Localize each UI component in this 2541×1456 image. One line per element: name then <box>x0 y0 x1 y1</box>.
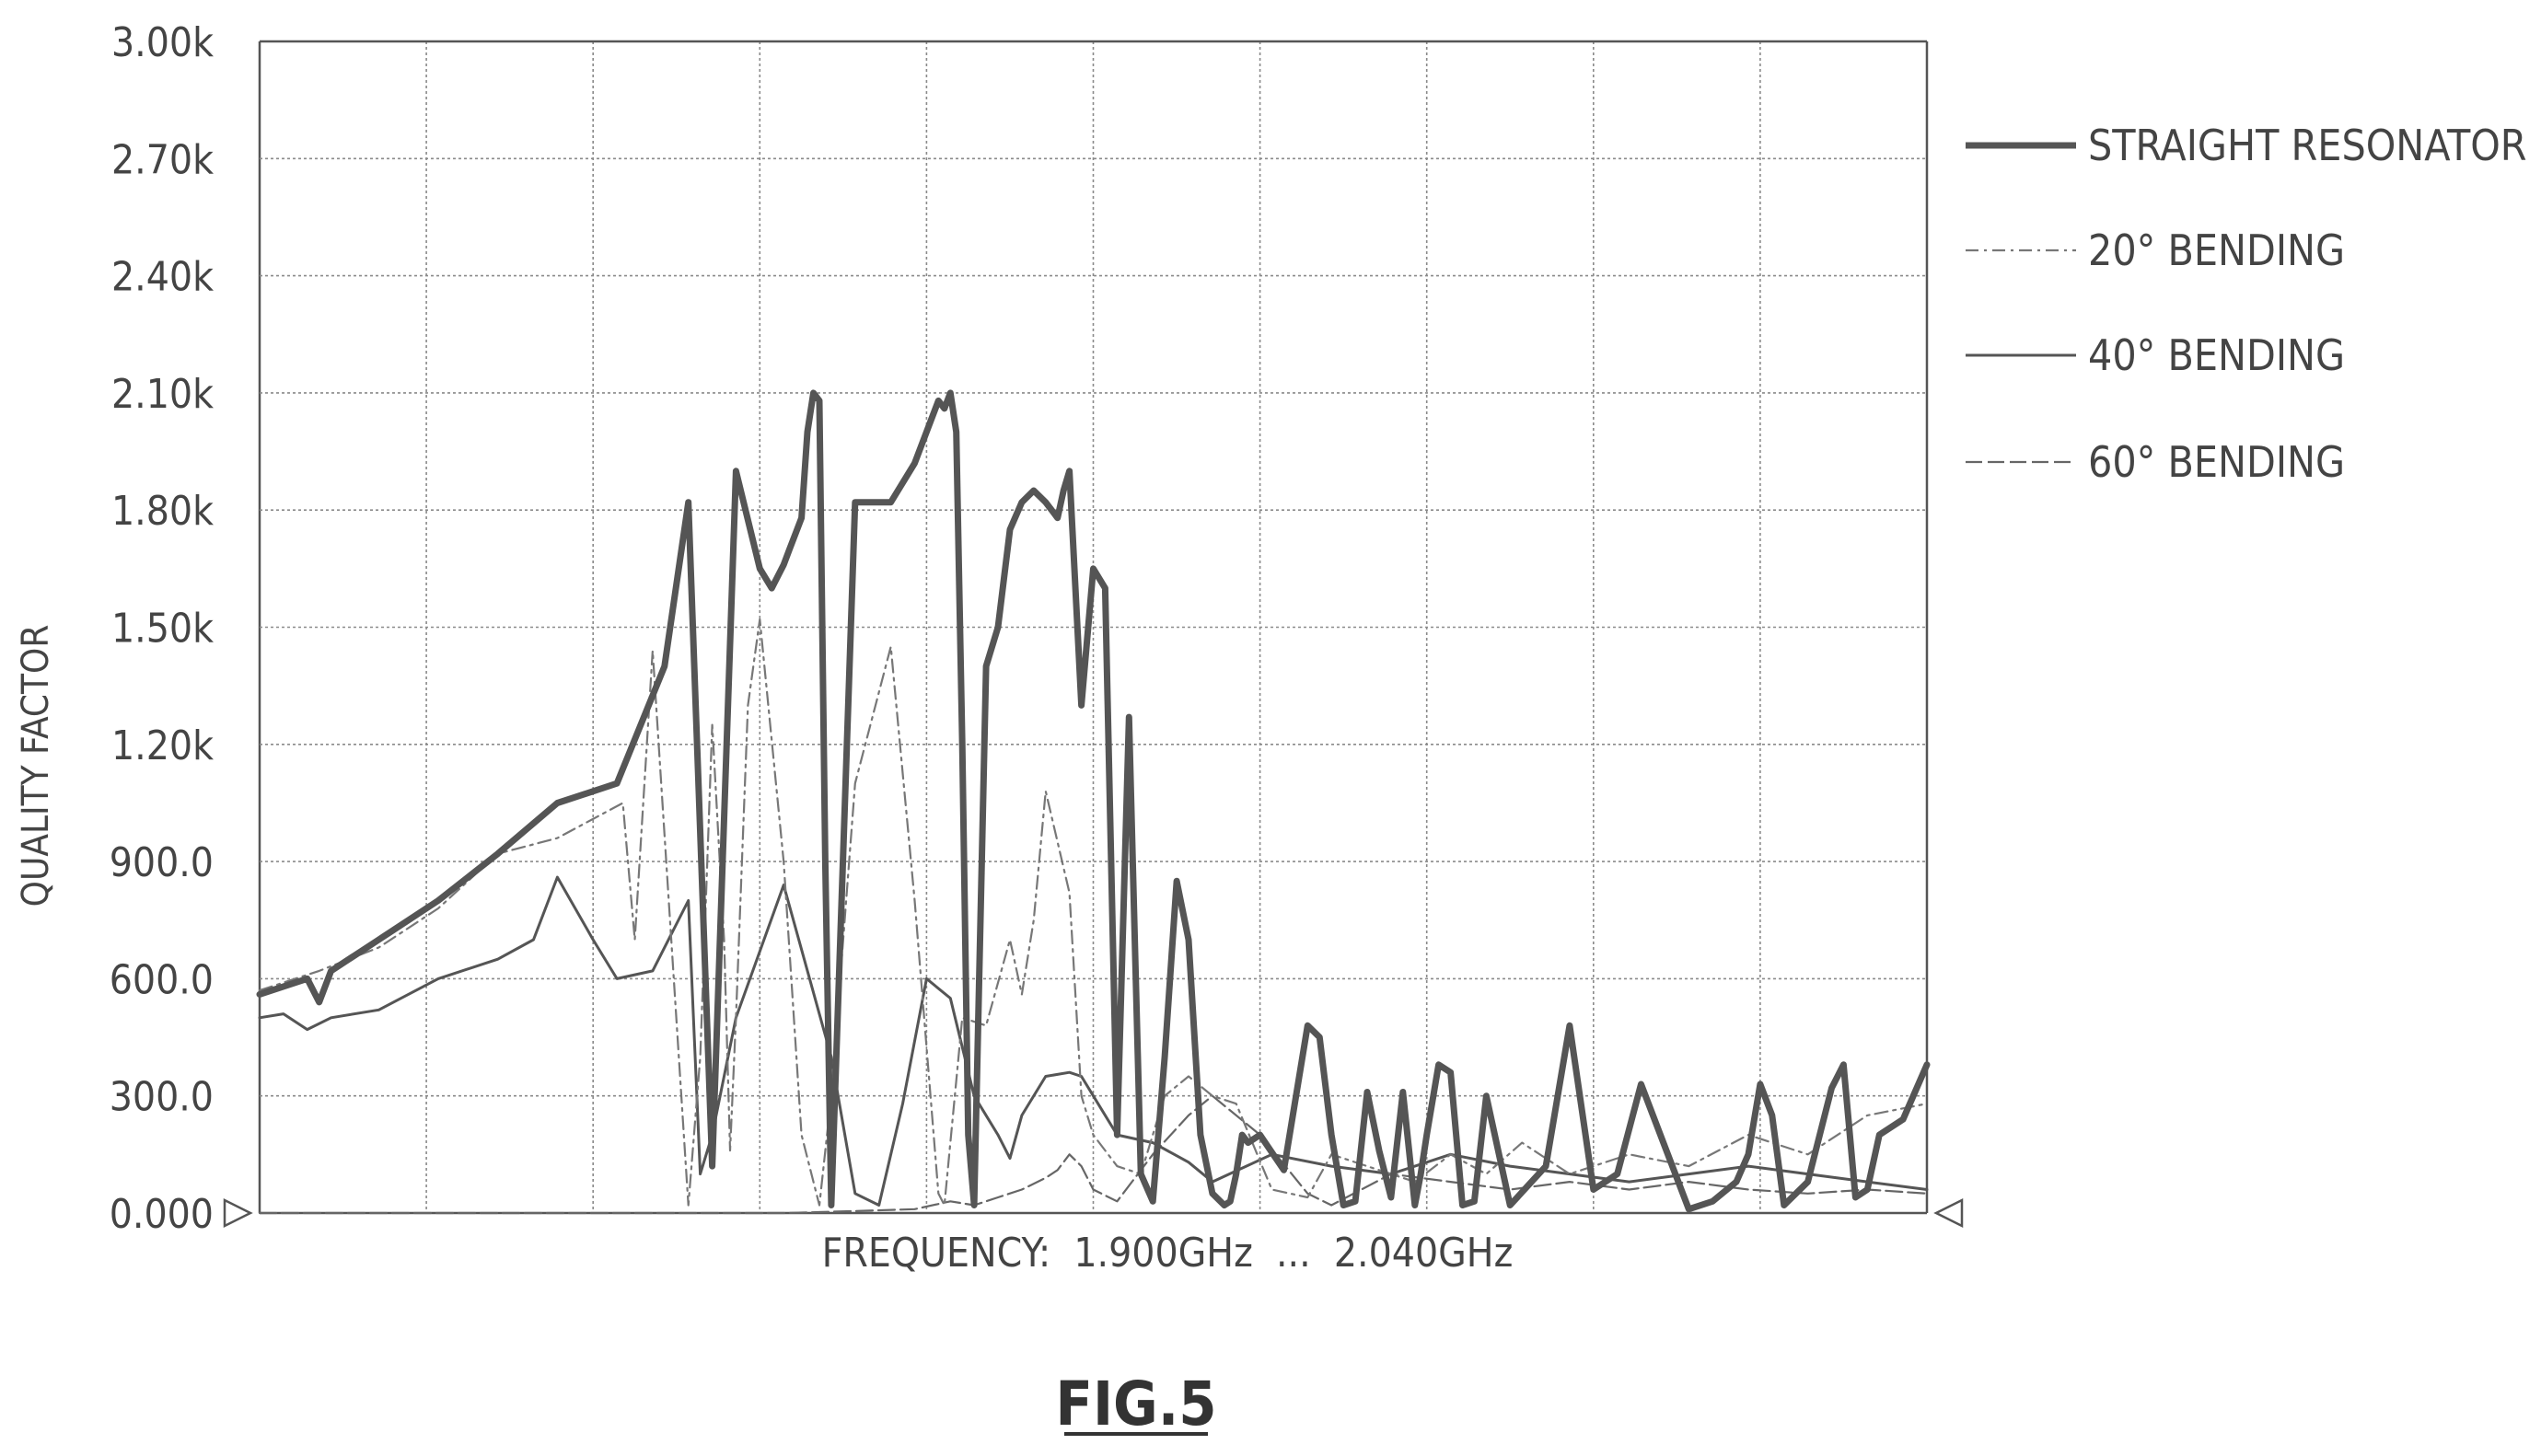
legend-label: 60° BENDING <box>2088 437 2345 487</box>
y-tick-label: 300.0 <box>110 1074 214 1121</box>
y-tick-label: 2.10k <box>111 371 214 418</box>
y-tick-label: 0.000 <box>110 1191 214 1238</box>
y-tick-label: 2.40k <box>111 254 214 301</box>
plot-grid <box>258 40 1929 1215</box>
right-axis-marker-icon <box>1933 1197 1964 1229</box>
series-layer <box>256 389 1931 1215</box>
x-axis-label: FREQUENCY: 1.900GHz ... 2.040GHz <box>822 1230 1514 1277</box>
legend-label: STRAIGHT RESONATOR <box>2088 121 2527 170</box>
y-tick-label: 1.50k <box>111 606 214 653</box>
y-tick-label: 900.0 <box>110 839 214 886</box>
series-line-1 <box>256 389 1931 1213</box>
legend-label: 20° BENDING <box>2088 225 2345 275</box>
y-axis-label: QUALITY FACTOR <box>15 625 57 907</box>
y-tick-label: 1.80k <box>111 488 214 535</box>
left-axis-marker-icon <box>223 1197 253 1229</box>
y-tick-label: 1.20k <box>111 722 214 769</box>
y-tick-label: 3.00k <box>111 19 214 66</box>
axis-markers <box>223 1197 1964 1229</box>
legend-label: 40° BENDING <box>2088 330 2345 380</box>
figure-caption: FIG.5 <box>1055 1369 1216 1439</box>
legend: STRAIGHT RESONATOR 20° BENDING 40° BENDING… <box>1966 121 2527 487</box>
series-line-2 <box>258 618 1929 1207</box>
y-tick-label: 600.0 <box>110 956 214 1003</box>
y-tick-labels: 0.000 300.0 600.0 900.0 1.20k 1.50k 1.80k 2.10k… <box>110 19 214 1238</box>
y-tick-label: 2.70k <box>111 136 214 183</box>
